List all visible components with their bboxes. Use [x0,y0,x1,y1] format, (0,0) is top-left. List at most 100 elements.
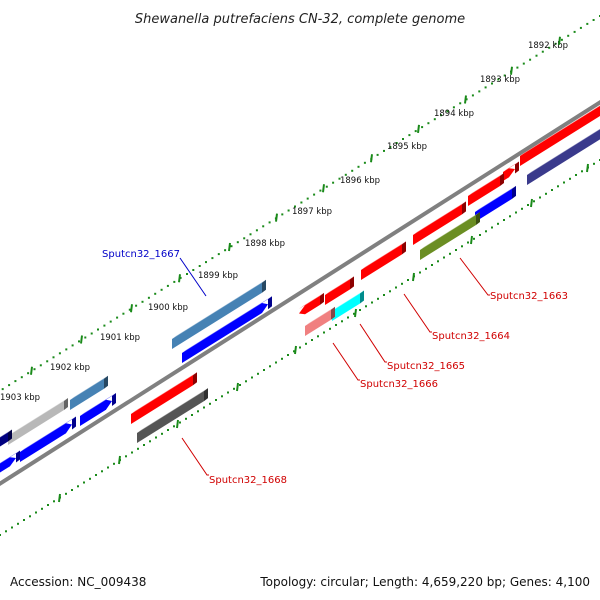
upper-ruler [1,15,600,391]
ruler-dot [89,477,91,480]
ruler-dot [35,511,37,514]
gene-bar [0,450,20,473]
ruler-dot [83,481,85,484]
ruler-dot [39,364,42,367]
ruler-tick-mark [228,242,231,252]
ruler-dot [414,130,417,133]
gene-bar [475,185,516,222]
gene-bar [131,372,197,424]
ruler-dot [109,320,112,323]
ruler-dot [141,300,144,303]
ruler-dot [0,534,1,536]
ruler-dot [161,432,163,435]
ruler-dot [473,237,475,240]
ruler-dot [84,336,87,339]
ruler-dot [541,50,544,53]
gene-bar [503,161,519,181]
ruler-dot [325,185,328,188]
ruler-dot [465,98,468,101]
ruler-dot [521,207,523,210]
ruler-dot [149,440,151,443]
ruler-dot [515,211,517,214]
lower-ruler [0,159,600,536]
ruler-dot [449,252,451,255]
ruler-dot [344,173,347,176]
ruler-dot [306,197,309,200]
ruler-dot [593,162,595,165]
gene-bar [305,306,335,336]
tick-label: 1901 kbp [100,333,140,343]
ruler-dot [160,288,163,291]
gene-bar [332,290,364,321]
ruler-dot [78,340,80,343]
ruler-dot [319,189,322,192]
gene-label-group: Sputcn32_1663 [459,257,568,302]
ruler-dot [551,189,553,191]
genome-backbone-line [0,99,600,487]
ruler-dot [371,301,373,304]
gene-label: Sputcn32_1664 [432,331,510,342]
gene-bar [520,105,600,166]
ruler-dot [173,280,176,283]
ruler-dot [71,344,74,347]
gene-label-group: Sputcn32_1664 [403,293,510,342]
ruler-dot [575,174,577,176]
ruler-tick-mark [30,366,33,375]
ruler-dot [313,193,316,196]
ruler-dot [155,436,157,439]
ruler-dot [341,320,343,323]
ruler-dot [338,177,341,180]
ruler-tick-mark [130,304,133,313]
gene-bar [70,375,108,410]
ruler-dot [154,292,157,295]
leader-line [181,437,209,476]
ruler-dot [509,215,511,218]
ruler-tick-mark [236,382,239,392]
ruler-dot [455,249,457,251]
ruler-dot [243,237,246,240]
ruler-dot [557,185,559,188]
ruler-dot [294,205,296,208]
ruler-tick-mark [176,419,179,429]
ruler-dot [421,126,424,129]
gene-label: Sputcn32_1665 [387,361,465,372]
ruler-dot [221,395,223,398]
ruler-tick-mark [118,455,121,465]
leader-line [459,257,490,296]
gene-bar [182,296,272,363]
leader-line [359,323,387,363]
ruler-dot [245,380,247,383]
ruler-dot [281,213,284,216]
ruler-tick-mark [294,345,297,355]
ruler-dot [227,391,229,394]
ruler-dot [554,42,557,45]
ruler-dot [471,94,474,97]
ruler-dot [33,368,36,371]
ruler-tick-mark [558,36,561,45]
gene-bar [0,429,12,447]
ruler-dot [275,361,277,364]
ruler-dot [363,161,366,164]
ruler-dot [293,350,295,353]
ruler-dot [236,241,239,244]
ruler-dot [251,376,253,379]
gene-bar [172,279,266,349]
ruler-dot [389,146,392,148]
ruler-tick-mark [178,274,181,283]
ruler-dot [407,279,409,281]
ruler-dot [95,474,97,476]
tick-label: 1900 kbp [148,303,188,313]
ruler-dot [27,372,30,375]
accession-text: Accession: NC_009438 [10,575,147,589]
ruler-dot [209,402,211,405]
ruler-dot [58,352,61,355]
ruler-dot [497,78,500,81]
ruler-dot [179,421,181,424]
ruler-dot [131,451,133,454]
ruler-dot [539,196,541,199]
ruler-dot [215,399,217,401]
genome-summary-text: Topology: circular; Length: 4,659,220 bp… [260,575,590,589]
ruler-dot [135,304,138,307]
ruler-dot [581,170,583,173]
